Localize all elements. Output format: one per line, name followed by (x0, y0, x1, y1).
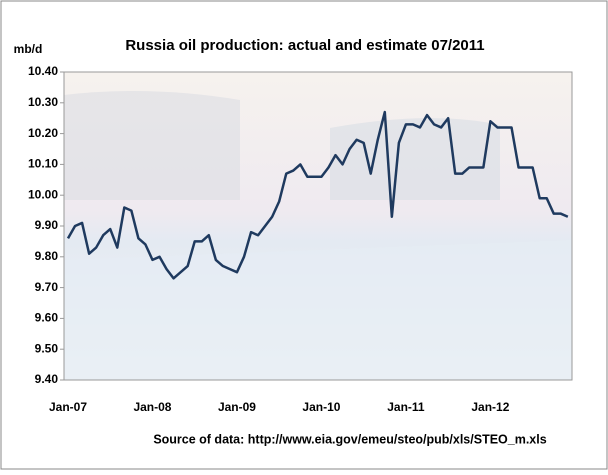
y-tick-label: 9.90 (35, 218, 59, 232)
y-tick-label: 9.80 (35, 249, 59, 263)
photo-tank (64, 91, 240, 200)
x-tick-label: Jan-11 (387, 400, 425, 414)
source-note: Source of data: http://www.eia.gov/emeu/… (153, 432, 546, 446)
y-tick-label: 9.60 (35, 311, 59, 325)
y-tick-label: 10.10 (28, 157, 58, 171)
x-tick-label: Jan-07 (49, 400, 87, 414)
y-tick-label: 10.40 (28, 64, 58, 78)
y-tick-label: 9.70 (35, 280, 59, 294)
y-tick-label: 10.00 (28, 187, 58, 201)
y-axis-label: mb/d (14, 42, 43, 56)
x-tick-label: Jan-12 (471, 400, 509, 414)
y-tick-label: 9.50 (35, 341, 59, 355)
chart-title: Russia oil production: actual and estima… (125, 37, 484, 54)
x-tick-label: Jan-10 (302, 400, 340, 414)
y-tick-label: 10.30 (28, 95, 58, 109)
photo-snow (64, 240, 572, 380)
y-tick-label: 9.40 (35, 372, 59, 386)
photo-tank (330, 118, 500, 200)
x-tick-label: Jan-08 (133, 400, 171, 414)
y-tick-label: 10.20 (28, 126, 58, 140)
x-tick-label: Jan-09 (218, 400, 256, 414)
data-line (66, 110, 569, 280)
